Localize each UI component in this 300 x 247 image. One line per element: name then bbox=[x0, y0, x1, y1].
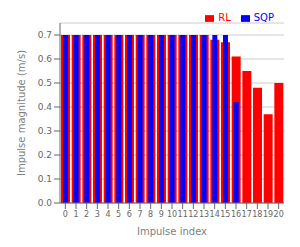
svg-text:9: 9 bbox=[159, 210, 164, 219]
svg-text:11: 11 bbox=[178, 210, 188, 219]
svg-text:5: 5 bbox=[116, 210, 121, 219]
html-text:SQP: SQP bbox=[253, 12, 274, 23]
html-text:RL: RL bbox=[218, 12, 231, 23]
svg-text:0.3: 0.3 bbox=[38, 126, 52, 136]
svg-text:19: 19 bbox=[263, 210, 273, 219]
svg-text:1: 1 bbox=[73, 210, 78, 219]
svg-text:Impulse index: Impulse index bbox=[137, 226, 207, 237]
svg-text:0.1: 0.1 bbox=[38, 174, 52, 184]
svg-text:Impulse magnitude (m/s): Impulse magnitude (m/s) bbox=[16, 50, 27, 176]
svg-text:20: 20 bbox=[274, 210, 284, 219]
svg-text:8: 8 bbox=[148, 210, 153, 219]
svg-text:0.0: 0.0 bbox=[38, 198, 53, 208]
svg-text:15: 15 bbox=[220, 210, 230, 219]
svg-text:0.2: 0.2 bbox=[38, 150, 52, 160]
svg-text:7: 7 bbox=[137, 210, 142, 219]
svg-text:13: 13 bbox=[199, 210, 209, 219]
svg-text:12: 12 bbox=[188, 210, 198, 219]
svg-text:0: 0 bbox=[63, 210, 68, 219]
svg-text:10: 10 bbox=[167, 210, 177, 219]
svg-text:18: 18 bbox=[252, 210, 262, 219]
svg-text:6: 6 bbox=[127, 210, 132, 219]
svg-text:0.4: 0.4 bbox=[38, 102, 53, 112]
svg-text:0.7: 0.7 bbox=[38, 30, 52, 40]
svg-text:2: 2 bbox=[84, 210, 89, 219]
svg-text:4: 4 bbox=[105, 210, 110, 219]
svg-text:0.5: 0.5 bbox=[38, 78, 52, 88]
svg-text:14: 14 bbox=[210, 210, 220, 219]
svg-text:3: 3 bbox=[95, 210, 100, 219]
svg-text:17: 17 bbox=[242, 210, 252, 219]
svg-text:0.6: 0.6 bbox=[38, 54, 53, 64]
svg-text:16: 16 bbox=[231, 210, 241, 219]
